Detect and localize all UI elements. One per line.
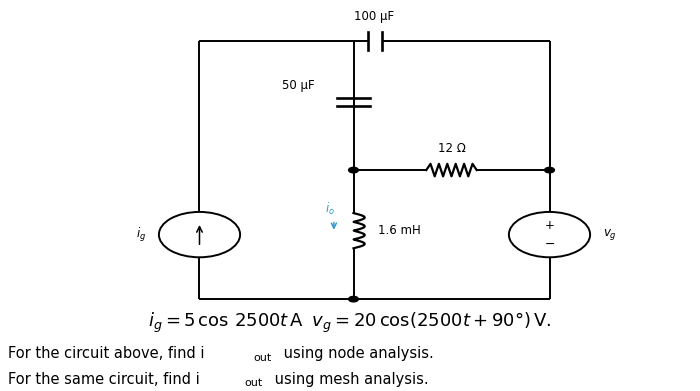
Text: 12 Ω: 12 Ω bbox=[438, 142, 466, 155]
Text: +: + bbox=[545, 219, 554, 231]
Text: For the same circuit, find i: For the same circuit, find i bbox=[8, 372, 200, 387]
Text: out: out bbox=[244, 378, 262, 388]
Text: 100 μF: 100 μF bbox=[354, 11, 395, 23]
Text: For the circuit above, find i: For the circuit above, find i bbox=[8, 346, 205, 361]
Text: 1.6 mH: 1.6 mH bbox=[378, 224, 421, 237]
Text: out: out bbox=[253, 353, 272, 363]
Circle shape bbox=[349, 296, 358, 302]
Text: using mesh analysis.: using mesh analysis. bbox=[270, 372, 428, 387]
Text: $v_g$: $v_g$ bbox=[603, 227, 617, 242]
Text: $i_o$: $i_o$ bbox=[326, 201, 335, 217]
Text: using node analysis.: using node analysis. bbox=[279, 346, 433, 361]
Text: 50 μF: 50 μF bbox=[282, 79, 315, 92]
Text: $i_g = 5\,\cos\,2500t\,\mathrm{A}$$\;\; v_g = 20\,\cos(2500t + 90°)\,\mathrm{V.}: $i_g = 5\,\cos\,2500t\,\mathrm{A}$$\;\; … bbox=[148, 310, 552, 335]
Text: $i_g$: $i_g$ bbox=[136, 226, 146, 244]
Circle shape bbox=[545, 167, 554, 173]
Circle shape bbox=[349, 167, 358, 173]
Text: −: − bbox=[545, 238, 554, 251]
